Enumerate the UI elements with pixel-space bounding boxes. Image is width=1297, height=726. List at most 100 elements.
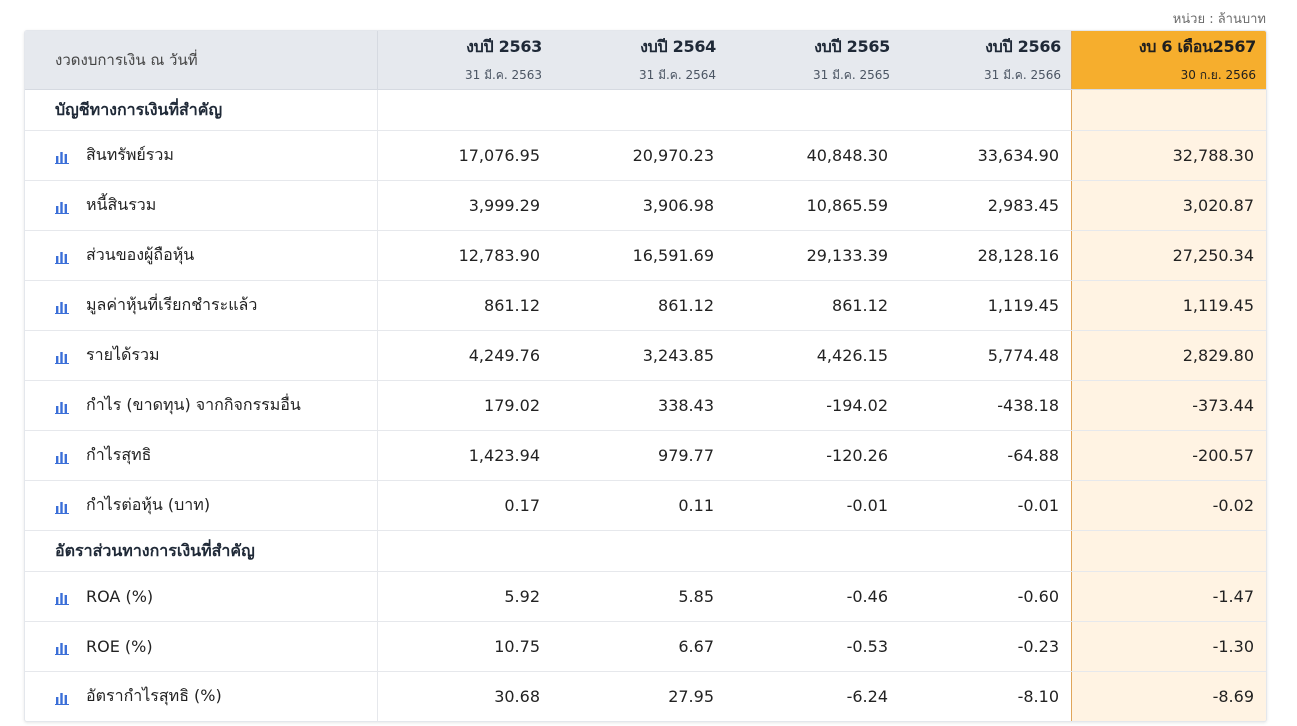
table-row: ROE (%) 10.75 6.67 -0.53 -0.23 -1.30 bbox=[25, 622, 1266, 672]
value-cell: 979.77 bbox=[658, 446, 714, 465]
column-year: งบปี 2563 bbox=[466, 37, 542, 56]
value-cell: -438.18 bbox=[900, 381, 1072, 430]
value-cell: 4,249.76 bbox=[468, 346, 540, 365]
value-cell: -194.02 bbox=[826, 396, 888, 415]
bar-chart-icon[interactable] bbox=[55, 299, 73, 314]
table-row: ROA (%) 5.92 5.85 -0.46 -0.60 -1.47 bbox=[25, 572, 1266, 622]
table-row: รายได้รวม 4,249.76 3,243.85 4,426.15 5,774.4… bbox=[25, 331, 1266, 381]
row-label: อัตรากำไรสุทธิ (%) bbox=[86, 686, 222, 705]
value-cell: 28,128.16 bbox=[900, 231, 1072, 280]
bar-chart-icon[interactable] bbox=[55, 349, 73, 364]
row-label: กำไรต่อหุ้น (บาท) bbox=[86, 495, 211, 514]
row-label: กำไร (ขาดทุน) จากกิจกรรมอื่น bbox=[86, 395, 301, 414]
table-row: สินทรัพย์รวม 17,076.95 20,970.23 40,848.30 3… bbox=[25, 131, 1266, 181]
row-label-cell: มูลค่าหุ้นที่เรียกชำระแล้ว bbox=[25, 281, 378, 330]
row-label: หนี้สินรวม bbox=[86, 195, 157, 214]
value-cell: 1,119.45 bbox=[900, 281, 1072, 330]
empty-cell bbox=[1072, 90, 1266, 130]
column-header-2564: งบปี 2564 31 มี.ค. 2564 bbox=[552, 31, 726, 89]
column-header-2563: งบปี 2563 31 มี.ค. 2563 bbox=[378, 31, 552, 89]
bar-chart-icon[interactable] bbox=[55, 690, 73, 705]
value-cell: -1.47 bbox=[1072, 572, 1266, 621]
value-cell: 5,774.48 bbox=[900, 331, 1072, 380]
unit-label: หน่วย : ล้านบาท bbox=[1172, 12, 1266, 27]
section-title: บัญชีทางการเงินที่สำคัญ bbox=[25, 90, 378, 130]
bar-chart-icon[interactable] bbox=[55, 640, 73, 655]
value-cell: 2,829.80 bbox=[1072, 331, 1266, 380]
row-label-cell: รายได้รวม bbox=[25, 331, 378, 380]
value-cell: 20,970.23 bbox=[632, 146, 714, 165]
value-cell: 179.02 bbox=[484, 396, 540, 415]
table-row: กำไรสุทธิ 1,423.94 979.77 -120.26 -64.88 -200… bbox=[25, 431, 1266, 481]
value-cell: 2,983.45 bbox=[900, 181, 1072, 230]
column-year: งบปี 2566 bbox=[985, 37, 1061, 56]
table-row: ส่วนของผู้ถือหุ้น 12,783.90 16,591.69 29,13… bbox=[25, 231, 1266, 281]
value-cell: -6.24 bbox=[846, 687, 888, 706]
value-cell: -8.69 bbox=[1072, 672, 1266, 721]
row-label: กำไรสุทธิ bbox=[86, 445, 152, 464]
column-date: 31 มี.ค. 2563 bbox=[464, 68, 542, 82]
empty-cell bbox=[552, 90, 726, 130]
value-cell: 0.17 bbox=[504, 496, 540, 515]
bar-chart-icon[interactable] bbox=[55, 249, 73, 264]
value-cell: -0.60 bbox=[900, 572, 1072, 621]
value-cell: -200.57 bbox=[1072, 431, 1266, 480]
value-cell: 27,250.34 bbox=[1072, 231, 1266, 280]
value-cell: 3,999.29 bbox=[468, 196, 540, 215]
value-cell: 6.67 bbox=[678, 637, 714, 656]
value-cell: -0.23 bbox=[900, 622, 1072, 671]
value-cell: -0.53 bbox=[846, 637, 888, 656]
bar-chart-icon[interactable] bbox=[55, 199, 73, 214]
empty-cell bbox=[378, 531, 552, 571]
period-label: งวดงบการเงิน ณ วันที่ bbox=[25, 31, 378, 89]
table-row: หนี้สินรวม 3,999.29 3,906.98 10,865.59 2,983… bbox=[25, 181, 1266, 231]
column-year: งบปี 2564 bbox=[640, 37, 716, 56]
empty-cell bbox=[900, 531, 1072, 571]
value-cell: 27.95 bbox=[668, 687, 714, 706]
row-label-cell: ROE (%) bbox=[25, 622, 378, 671]
value-cell: 338.43 bbox=[658, 396, 714, 415]
column-date: 31 มี.ค. 2564 bbox=[638, 68, 716, 82]
value-cell: 10.75 bbox=[494, 637, 540, 656]
value-cell: -373.44 bbox=[1072, 381, 1266, 430]
value-cell: -8.10 bbox=[900, 672, 1072, 721]
table-row: มูลค่าหุ้นที่เรียกชำระแล้ว 861.12 861.12 86… bbox=[25, 281, 1266, 331]
value-cell: 0.11 bbox=[678, 496, 714, 515]
row-label: ROA (%) bbox=[86, 587, 154, 606]
bar-chart-icon[interactable] bbox=[55, 399, 73, 414]
row-label: มูลค่าหุ้นที่เรียกชำระแล้ว bbox=[86, 295, 258, 314]
table-header: งวดงบการเงิน ณ วันที่ งบปี 2563 31 มี.ค.… bbox=[25, 31, 1266, 90]
value-cell: 3,906.98 bbox=[642, 196, 714, 215]
bar-chart-icon[interactable] bbox=[55, 499, 73, 514]
section-header-row: อัตราส่วนทางการเงินที่สำคัญ bbox=[25, 531, 1266, 572]
row-label-cell: สินทรัพย์รวม bbox=[25, 131, 378, 180]
table-row: กำไร (ขาดทุน) จากกิจกรรมอื่น 179.02 338.43… bbox=[25, 381, 1266, 431]
column-header-6m-2567: งบ 6 เดือน2567 30 ก.ย. 2566 bbox=[1072, 31, 1266, 89]
value-cell: 5.85 bbox=[678, 587, 714, 606]
value-cell: 4,426.15 bbox=[816, 346, 888, 365]
empty-cell bbox=[552, 531, 726, 571]
value-cell: 5.92 bbox=[504, 587, 540, 606]
column-header-2565: งบปี 2565 31 มี.ค. 2565 bbox=[726, 31, 900, 89]
row-label-cell: ROA (%) bbox=[25, 572, 378, 621]
row-label-cell: กำไรต่อหุ้น (บาท) bbox=[25, 481, 378, 530]
bar-chart-icon[interactable] bbox=[55, 149, 73, 164]
section-title: อัตราส่วนทางการเงินที่สำคัญ bbox=[25, 531, 378, 571]
value-cell: -0.01 bbox=[900, 481, 1072, 530]
value-cell: -1.30 bbox=[1072, 622, 1266, 671]
bar-chart-icon[interactable] bbox=[55, 449, 73, 464]
bar-chart-icon[interactable] bbox=[55, 590, 73, 605]
column-header-2566: งบปี 2566 31 มี.ค. 2566 bbox=[900, 31, 1072, 89]
value-cell: 40,848.30 bbox=[806, 146, 888, 165]
value-cell: -64.88 bbox=[900, 431, 1072, 480]
value-cell: 3,243.85 bbox=[642, 346, 714, 365]
value-cell: -120.26 bbox=[826, 446, 888, 465]
value-cell: 861.12 bbox=[832, 296, 888, 315]
value-cell: -0.02 bbox=[1072, 481, 1266, 530]
value-cell: 10,865.59 bbox=[806, 196, 888, 215]
column-year: งบ 6 เดือน2567 bbox=[1138, 37, 1257, 56]
value-cell: 17,076.95 bbox=[458, 146, 540, 165]
empty-cell bbox=[900, 90, 1072, 130]
value-cell: -0.46 bbox=[846, 587, 888, 606]
column-year: งบปี 2565 bbox=[814, 37, 890, 56]
